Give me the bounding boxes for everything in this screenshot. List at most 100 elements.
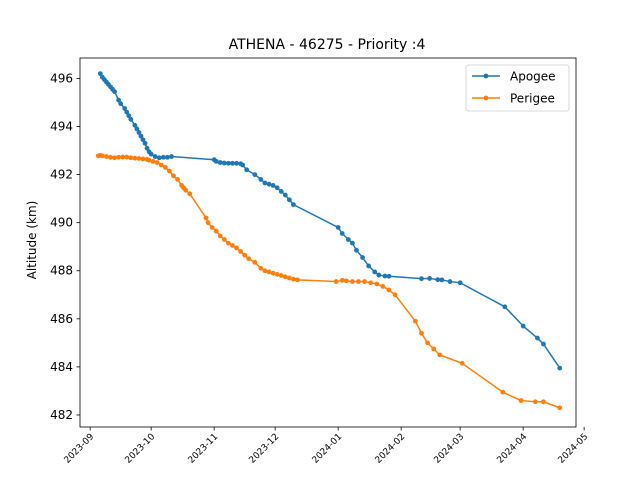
data-point-apogee xyxy=(252,172,258,177)
data-point-apogee xyxy=(165,154,170,160)
data-point-perigee xyxy=(295,277,300,283)
y-tick-label: 496 xyxy=(50,71,73,85)
legend-label-perigee: Perigee xyxy=(510,92,555,106)
series-line-apogee xyxy=(99,73,561,369)
data-point-apogee xyxy=(112,89,117,95)
data-point-apogee xyxy=(534,335,540,341)
data-point-apogee xyxy=(221,160,227,166)
data-point-apogee xyxy=(160,154,166,160)
data-point-apogee xyxy=(230,160,235,166)
data-point-apogee xyxy=(262,180,268,186)
data-point-perigee xyxy=(333,279,339,284)
x-tick-label: 2024-03 xyxy=(433,432,467,466)
data-point-perigee xyxy=(124,154,130,160)
x-tick-label: 2024-04 xyxy=(496,432,530,466)
data-point-perigee xyxy=(234,245,239,251)
data-point-perigee xyxy=(286,275,292,281)
data-point-perigee xyxy=(221,237,227,242)
data-point-perigee xyxy=(557,405,563,411)
y-tick-label: 484 xyxy=(50,360,73,374)
data-point-perigee xyxy=(339,277,345,283)
data-point-perigee xyxy=(291,276,296,282)
data-point-apogee xyxy=(266,181,272,187)
data-point-apogee xyxy=(152,154,158,159)
data-point-apogee xyxy=(225,160,231,166)
data-point-apogee xyxy=(339,231,345,236)
data-point-perigee xyxy=(386,287,392,293)
data-point-apogee xyxy=(382,273,388,279)
data-point-apogee xyxy=(291,202,296,208)
data-point-apogee xyxy=(244,167,250,173)
data-point-apogee xyxy=(138,133,144,139)
data-point-apogee xyxy=(148,151,154,157)
data-point-perigee xyxy=(541,399,546,405)
data-point-apogee xyxy=(144,145,150,151)
data-point-perigee xyxy=(500,389,506,395)
plot-frame xyxy=(79,57,577,428)
data-point-apogee xyxy=(286,197,292,203)
x-tick-label: 2024-05 xyxy=(557,432,591,466)
data-point-perigee xyxy=(270,270,276,276)
data-point-apogee xyxy=(372,269,378,275)
data-point-perigee xyxy=(150,158,156,164)
data-point-perigee xyxy=(128,155,134,161)
data-point-perigee xyxy=(266,269,272,275)
data-point-apogee xyxy=(140,137,146,143)
data-point-perigee xyxy=(213,228,219,234)
data-point-perigee xyxy=(203,215,209,221)
y-tick-label: 494 xyxy=(50,120,73,134)
chart-title: ATHENA - 46275 - Priority :4 xyxy=(229,37,426,53)
data-point-perigee xyxy=(225,240,231,246)
data-point-perigee xyxy=(419,330,424,336)
y-tick-label: 482 xyxy=(50,408,73,422)
x-tick-label: 2024-02 xyxy=(374,432,408,466)
data-point-apogee xyxy=(116,97,122,103)
data-point-perigee xyxy=(162,164,168,170)
data-point-apogee xyxy=(128,116,134,122)
data-point-perigee xyxy=(242,252,248,258)
series-perigee xyxy=(95,152,563,411)
data-point-apogee xyxy=(427,276,433,281)
y-tick-label: 486 xyxy=(50,312,73,326)
data-point-perigee xyxy=(230,243,235,248)
data-point-perigee xyxy=(274,271,280,277)
data-point-apogee xyxy=(419,276,424,282)
data-point-apogee xyxy=(234,160,239,166)
data-point-perigee xyxy=(99,153,105,159)
data-point-apogee xyxy=(376,272,382,278)
data-point-perigee xyxy=(532,399,538,405)
x-tick-label: 2023-10 xyxy=(124,432,158,466)
data-point-perigee xyxy=(217,233,223,239)
data-point-perigee xyxy=(146,157,152,163)
data-point-perigee xyxy=(104,154,109,159)
y-tick-label: 492 xyxy=(50,168,73,182)
data-point-apogee xyxy=(435,277,441,283)
series-line-perigee xyxy=(98,154,561,409)
data-point-apogee xyxy=(345,237,351,242)
x-tick-label: 2023-09 xyxy=(63,432,97,466)
data-point-apogee xyxy=(282,192,288,198)
data-point-apogee xyxy=(354,247,359,253)
data-point-perigee xyxy=(252,259,258,265)
legend-marker-apogee xyxy=(483,73,489,79)
data-point-apogee xyxy=(366,263,372,269)
data-point-apogee xyxy=(132,122,138,128)
data-point-apogee xyxy=(541,341,546,347)
data-point-apogee xyxy=(520,323,526,329)
data-point-perigee xyxy=(132,155,138,161)
data-point-apogee xyxy=(274,185,280,191)
data-point-apogee xyxy=(124,109,130,115)
data-point-apogee xyxy=(217,160,223,165)
data-point-perigee xyxy=(140,156,146,162)
data-point-apogee xyxy=(136,130,142,135)
series-layer xyxy=(95,71,563,411)
data-point-perigee xyxy=(413,318,418,324)
data-point-perigee xyxy=(343,278,349,284)
y-tick-label: 490 xyxy=(50,216,73,230)
data-point-perigee xyxy=(380,283,386,289)
data-point-perigee xyxy=(154,160,160,165)
data-point-apogee xyxy=(156,155,162,161)
data-point-apogee xyxy=(169,154,174,159)
